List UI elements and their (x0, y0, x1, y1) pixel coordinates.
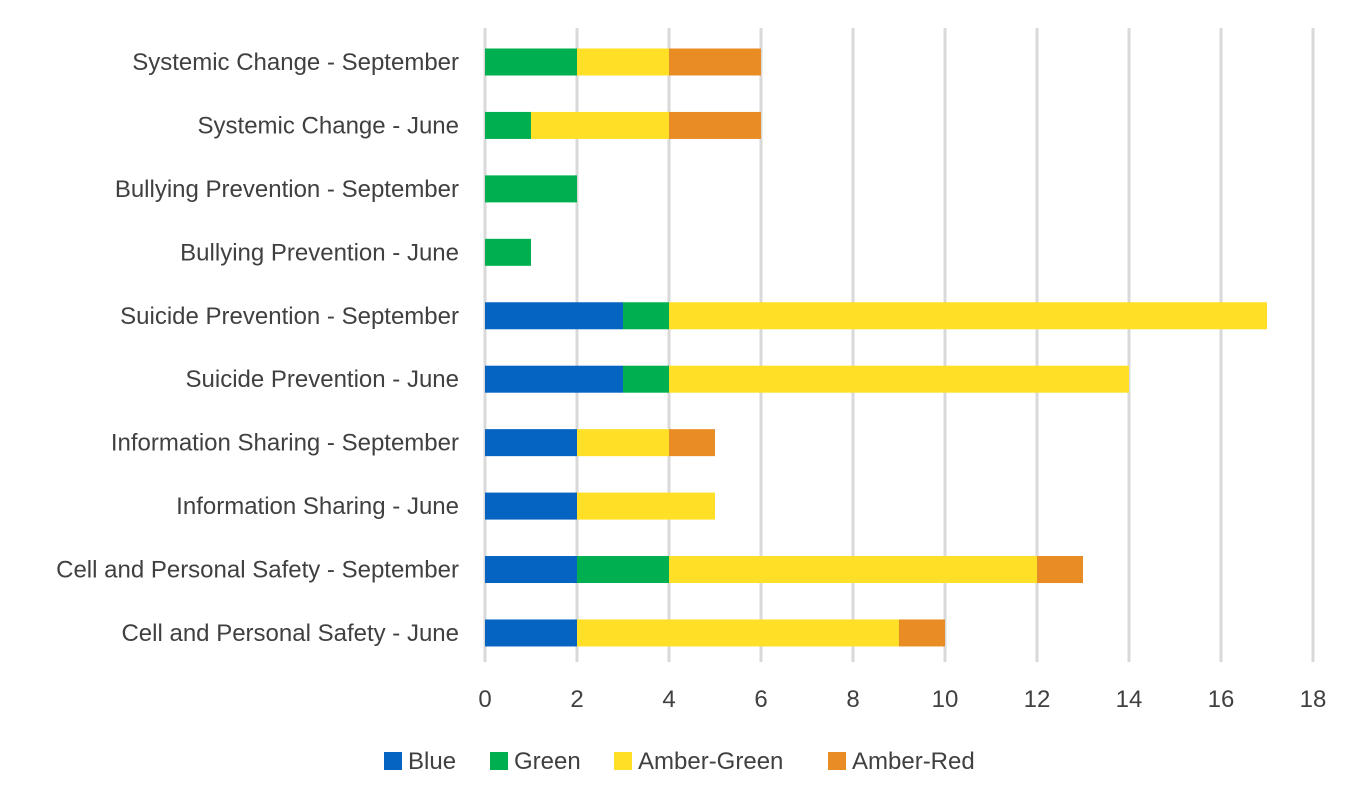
x-tick-label: 8 (846, 686, 859, 713)
legend-label: Green (514, 748, 581, 775)
category-label: Cell and Personal Safety - September (56, 557, 459, 584)
bar-segment-amber-green (669, 302, 1267, 330)
legend-swatch (614, 752, 632, 770)
bar-segment-blue (485, 302, 623, 330)
x-axis-tick-labels: 0 2 4 6 8 10 12 14 16 18 (478, 686, 1326, 713)
bar-segment-amber-red (899, 619, 945, 647)
legend-label: Amber-Green (638, 748, 783, 775)
legend-item-blue: Blue (384, 748, 456, 775)
x-tick-label: 0 (478, 686, 491, 713)
bar-segment-amber-red (1037, 556, 1083, 584)
bar-segment-amber-green (577, 429, 669, 457)
category-labels: Systemic Change - September Systemic Chan… (56, 49, 459, 647)
legend-swatch (828, 752, 846, 770)
bar-segment-green (577, 556, 669, 584)
category-label: Bullying Prevention - September (115, 176, 459, 203)
legend-swatch (384, 752, 402, 770)
category-label: Systemic Change - June (198, 112, 459, 139)
x-tick-label: 12 (1024, 686, 1051, 713)
category-label: Suicide Prevention - June (186, 366, 460, 393)
bar-segment-blue (485, 365, 623, 393)
x-tick-label: 2 (570, 686, 583, 713)
legend-label: Amber-Red (852, 748, 975, 775)
category-label: Suicide Prevention - September (120, 303, 459, 330)
category-label: Systemic Change - September (132, 49, 459, 76)
x-tick-label: 10 (932, 686, 959, 713)
bar-segment-amber-green (669, 556, 1037, 584)
bar-segment-amber-green (531, 111, 669, 139)
x-tick-label: 4 (662, 686, 675, 713)
bar-segment-green (485, 175, 577, 203)
legend-swatch (490, 752, 508, 770)
bar-segment-green (623, 302, 669, 330)
x-tick-label: 16 (1208, 686, 1235, 713)
bar-segment-amber-green (669, 365, 1129, 393)
bar-segment-amber-green (577, 48, 669, 76)
x-tick-label: 18 (1300, 686, 1327, 713)
legend-item-amber-red: Amber-Red (828, 748, 975, 775)
bar-segment-blue (485, 556, 577, 584)
category-label: Cell and Personal Safety - June (121, 620, 459, 647)
bar-segment-amber-green (577, 492, 715, 520)
legend: Blue Green Amber-Green Amber-Red (384, 748, 975, 775)
x-tick-label: 6 (754, 686, 767, 713)
bar-segment-amber-green (577, 619, 899, 647)
bar-segment-amber-red (669, 48, 761, 76)
category-label: Information Sharing - September (111, 430, 459, 457)
bar-segment-green (485, 111, 531, 139)
bar-segment-blue (485, 429, 577, 457)
bar-segment-blue (485, 492, 577, 520)
legend-item-amber-green: Amber-Green (614, 748, 783, 775)
legend-item-green: Green (490, 748, 581, 775)
x-tick-label: 14 (1116, 686, 1143, 713)
category-label: Information Sharing - June (176, 493, 459, 520)
bar-segment-green (485, 238, 531, 266)
bar-segment-green (623, 365, 669, 393)
bar-segment-amber-red (669, 429, 715, 457)
bar-segment-amber-red (669, 111, 761, 139)
category-label: Bullying Prevention - June (180, 239, 459, 266)
bar-segment-blue (485, 619, 577, 647)
legend-label: Blue (408, 748, 456, 775)
bar-segment-green (485, 48, 577, 76)
bars (485, 48, 1267, 647)
